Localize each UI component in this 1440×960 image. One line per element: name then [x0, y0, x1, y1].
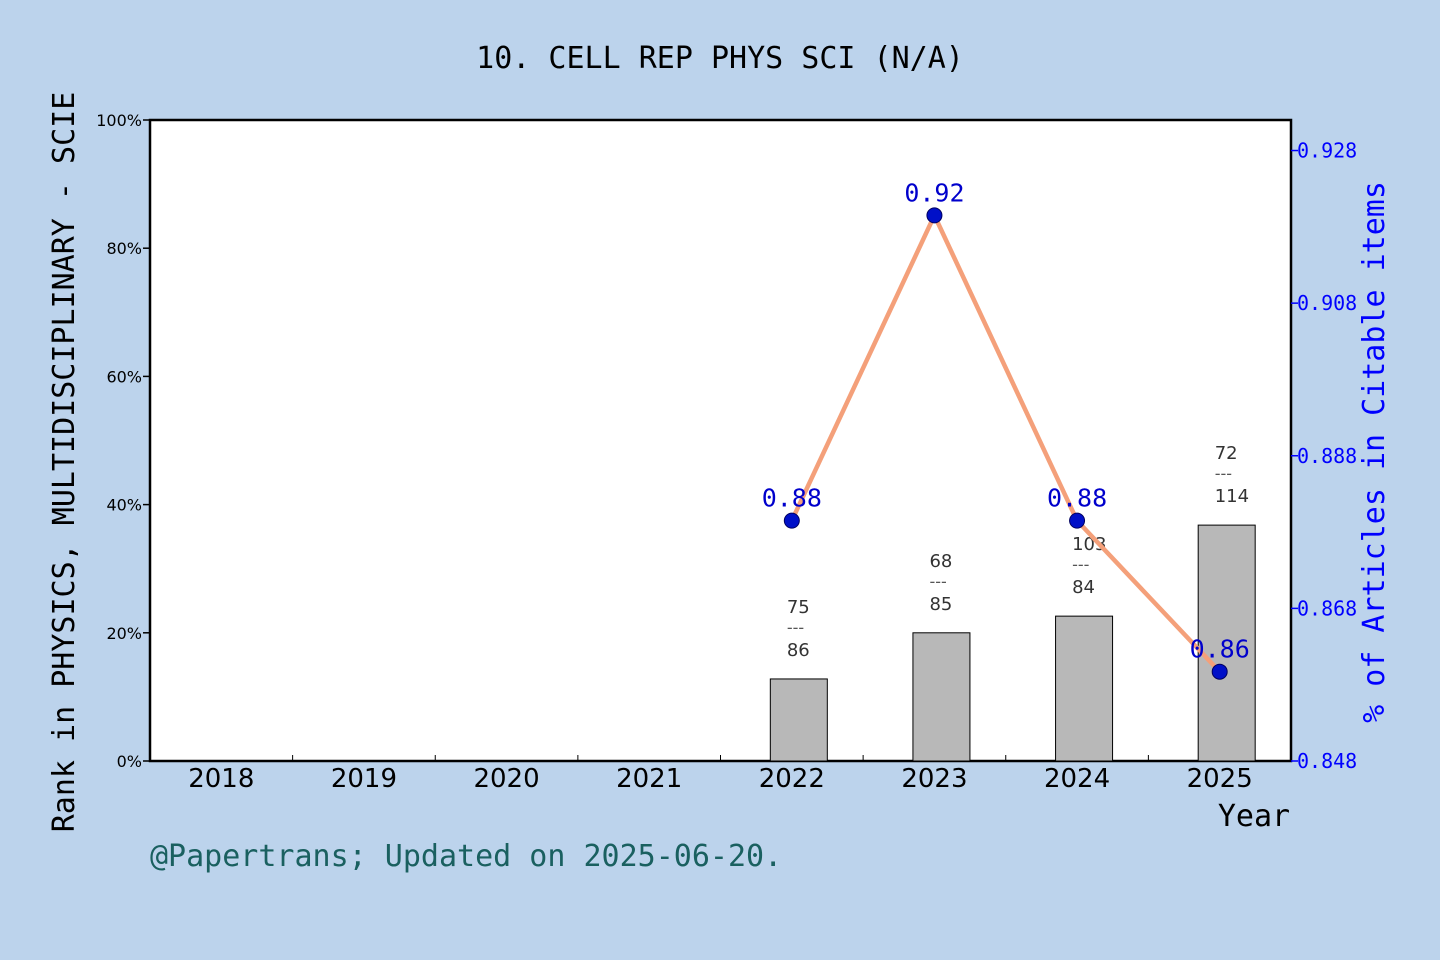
- y-tick-label: 20%: [106, 624, 142, 643]
- bar-label-total: 84: [1072, 577, 1095, 598]
- line-data-label: 0.86: [1190, 635, 1250, 664]
- y-axis-right: 0.848 0.868 0.888 0.908 0.928: [1291, 139, 1357, 773]
- bar: [769, 678, 828, 762]
- bar-label-total: 85: [929, 594, 952, 615]
- x-tick-label: 2018: [188, 764, 254, 794]
- y-tick-label: 0%: [117, 752, 142, 771]
- footer-note: @Papertrans; Updated on 2025-06-20.: [150, 839, 782, 874]
- line-marker: [783, 512, 800, 529]
- y2-axis-label: % of Articles in Citable items: [1357, 181, 1392, 723]
- line-data-label: 0.92: [904, 178, 964, 207]
- bar: [1055, 615, 1114, 762]
- x-tick-label: 2019: [331, 764, 397, 794]
- y-axis-label: Rank in PHYSICS, MULTIDISCIPLINARY - SCI…: [47, 92, 82, 833]
- bar-label-total: 86: [787, 640, 810, 661]
- y2-tick-label: 0.928: [1297, 139, 1357, 163]
- bar: [912, 632, 971, 762]
- line-data-label: 0.88: [762, 484, 822, 513]
- line-marker: [926, 207, 943, 224]
- y-axis-left: 0% 20% 40% 60% 80% 100%: [96, 111, 150, 771]
- bar-label-separator: ---: [787, 618, 804, 637]
- bar-label-total: 114: [1215, 486, 1249, 507]
- chart-title: 10. CELL REP PHYS SCI (N/A): [476, 41, 964, 76]
- x-axis-label: Year: [1218, 799, 1290, 834]
- x-tick-label: 2022: [759, 764, 825, 794]
- bar-label-rank: 68: [929, 551, 952, 572]
- y-tick-label: 80%: [106, 239, 142, 258]
- x-tick-label: 2021: [616, 764, 682, 794]
- line-series: 0.88 0.92 0.88 0.86: [762, 178, 1250, 680]
- y2-tick-label: 0.848: [1297, 749, 1357, 773]
- y-tick-label: 60%: [106, 367, 142, 386]
- bar-label-rank: 72: [1215, 443, 1238, 464]
- line-marker: [1211, 663, 1228, 680]
- x-tick-label: 2024: [1044, 764, 1110, 794]
- y-tick-label: 100%: [96, 111, 142, 130]
- line-path: [789, 213, 1222, 674]
- y2-tick-label: 0.888: [1297, 444, 1357, 468]
- y2-tick-label: 0.908: [1297, 291, 1357, 315]
- bar-label-separator: ---: [929, 572, 946, 591]
- x-tick-label: 2023: [901, 764, 967, 794]
- x-tick-label: 2020: [473, 764, 539, 794]
- bar-label-rank: 75: [787, 597, 810, 618]
- x-axis: 2018 2019 2020 2021 2022 2023 2024 2025: [188, 755, 1253, 794]
- bar: [1197, 524, 1256, 762]
- line-marker: [1069, 512, 1086, 529]
- x-tick-label: 2025: [1187, 764, 1253, 794]
- bar-series: [769, 524, 1256, 762]
- bar-label-separator: ---: [1215, 464, 1232, 483]
- y2-tick-label: 0.868: [1297, 596, 1357, 620]
- bar-label-separator: ---: [1072, 555, 1089, 574]
- line-data-label: 0.88: [1047, 484, 1107, 513]
- y-tick-label: 40%: [106, 496, 142, 515]
- plot-area: [148, 118, 1293, 763]
